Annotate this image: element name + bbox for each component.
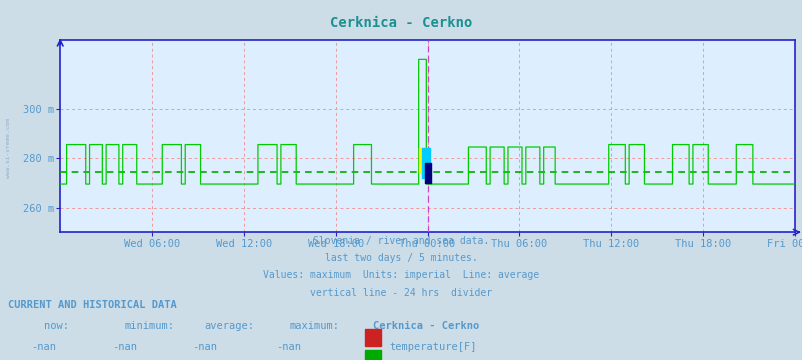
Text: -nan: -nan (31, 342, 57, 352)
Text: -nan: -nan (276, 342, 302, 352)
Text: Cerknica - Cerkno: Cerknica - Cerkno (330, 16, 472, 30)
Text: vertical line - 24 hrs  divider: vertical line - 24 hrs divider (310, 288, 492, 298)
Text: Cerknica - Cerkno: Cerknica - Cerkno (373, 321, 479, 331)
FancyBboxPatch shape (365, 350, 381, 360)
Text: maximum:: maximum: (289, 321, 338, 331)
Text: www.si-vreme.com: www.si-vreme.com (6, 118, 11, 177)
Text: now:: now: (44, 321, 69, 331)
Text: average:: average: (205, 321, 254, 331)
Text: minimum:: minimum: (124, 321, 174, 331)
Text: -nan: -nan (111, 342, 137, 352)
Text: temperature[F]: temperature[F] (389, 342, 476, 352)
Text: Values: maximum  Units: imperial  Line: average: Values: maximum Units: imperial Line: av… (263, 270, 539, 280)
Text: CURRENT AND HISTORICAL DATA: CURRENT AND HISTORICAL DATA (8, 300, 176, 310)
Text: Slovenia / river and sea data.: Slovenia / river and sea data. (313, 236, 489, 246)
Text: -nan: -nan (192, 342, 217, 352)
Text: last two days / 5 minutes.: last two days / 5 minutes. (325, 253, 477, 263)
FancyBboxPatch shape (365, 328, 381, 346)
